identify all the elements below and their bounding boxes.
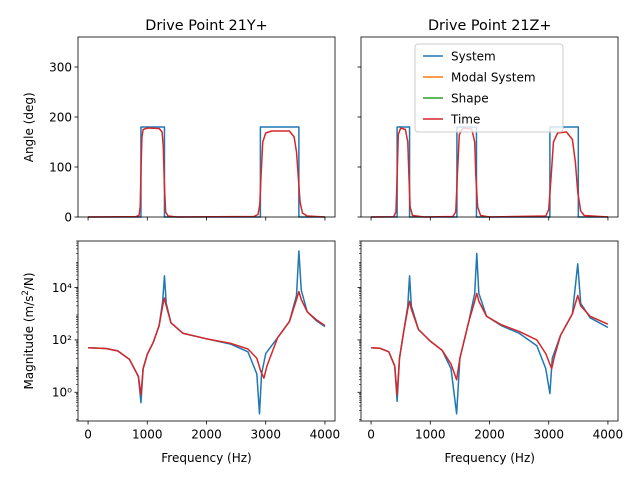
magnitude-axis-label-prefix: Magnitude (m/s	[22, 295, 36, 389]
x-tick-label-right: 1000	[415, 428, 446, 442]
magnitude-series-time-right	[371, 292, 609, 396]
angle-axis-label: Angle (deg)	[22, 92, 36, 162]
x-tick-label-left: 0	[84, 428, 92, 442]
angle-y-tick-label: 300	[49, 60, 72, 74]
magnitude-axis-label-suffix: /N)	[22, 272, 36, 290]
x-tick-label-right: 2000	[474, 428, 505, 442]
legend-label-shape: Shape	[451, 91, 489, 105]
magnitude-plot-area-left	[78, 241, 335, 421]
x-axis-label-left: Frequency (Hz)	[161, 451, 252, 465]
angle-plot-frame-right	[360, 36, 619, 218]
x-tick-label-left: 1000	[132, 428, 163, 442]
magnitude-plot-frame-right	[360, 240, 619, 422]
magnitude-plot-area-right	[361, 241, 618, 421]
magnitude-y-tick-label: 10⁴	[52, 281, 72, 295]
panel-title-left: Drive Point 21Y+	[145, 18, 267, 34]
x-tick-label-right: 3000	[533, 428, 564, 442]
x-axis-label-right: Frequency (Hz)	[444, 451, 535, 465]
angle-plot-frame-left	[77, 36, 336, 218]
magnitude-axis-label: Magnitude (m/s2/N)	[20, 272, 36, 389]
angle-y-tick-label: 0	[64, 210, 72, 224]
magnitude-axis-label-exponent: 2	[20, 290, 30, 295]
x-tick-label-left: 3000	[250, 428, 281, 442]
legend-label-modal-system: Modal System	[451, 70, 536, 84]
x-tick-label-left: 4000	[310, 428, 341, 442]
legend-label-system: System	[451, 49, 496, 63]
magnitude-series-time-left	[88, 290, 326, 396]
angle-y-tick-label: 200	[49, 110, 72, 124]
x-tick-label-right: 0	[367, 428, 375, 442]
x-tick-label-right: 4000	[593, 428, 624, 442]
magnitude-y-tick-label: 10²	[52, 333, 72, 347]
legend-box	[414, 43, 564, 133]
x-tick-label-left: 2000	[191, 428, 222, 442]
angle-y-tick-label: 100	[49, 160, 72, 174]
panel-title-right: Drive Point 21Z+	[428, 18, 551, 34]
magnitude-plot-frame-left	[77, 240, 336, 422]
magnitude-y-tick-label: 10⁰	[52, 386, 72, 400]
legend-label-time: Time	[450, 112, 480, 126]
